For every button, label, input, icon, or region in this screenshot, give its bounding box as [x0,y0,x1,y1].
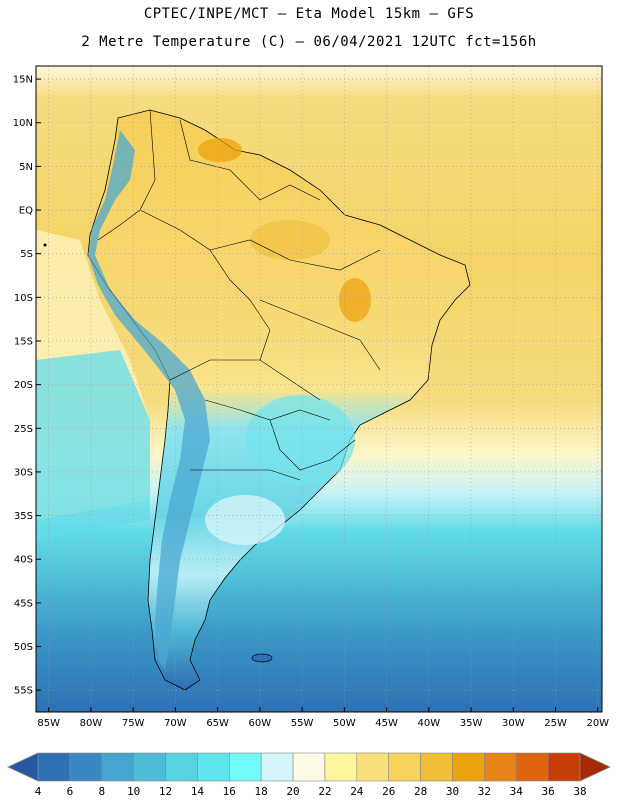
lon-tick-label: 60W [249,718,272,729]
lat-tick-label: 30S [14,467,33,478]
colorbar-cell [356,752,390,782]
colorbar-tick-label: 38 [573,785,586,798]
colorbar-tick-label: 30 [446,785,459,798]
lon-tick-label: 20W [586,718,609,729]
lon-tick-label: 50W [333,718,356,729]
colorbar-cell [197,752,230,782]
colorbar-cell [69,752,103,782]
colorbar-tick-label: 14 [191,785,205,798]
lon-tick-label: 30W [502,718,525,729]
colorbar-tick-label: 8 [98,785,105,798]
colorbar-cell [260,752,294,782]
colorbar-tick-label: 10 [127,785,140,798]
colorbar-tick-label: 4 [35,785,42,798]
colorbar-cell [228,752,262,782]
lat-tick-label: 40S [14,555,33,566]
colorbar-tick-label: 22 [318,785,331,798]
lon-tick-label: 85W [37,718,60,729]
colorbar-cell [388,752,421,782]
lat-tick-label: 5N [19,162,33,173]
lon-tick-label: 35W [460,718,483,729]
colorbar-tick-label: 32 [478,785,491,798]
colorbar-low-arrow [7,752,39,782]
colorbar-tick-label: 16 [223,785,236,798]
lon-tick-label: 70W [164,718,187,729]
colorbar-cell [37,752,71,782]
colorbar-tick-label: 20 [286,785,299,798]
colorbar-cell [452,752,485,782]
lat-tick-label: 20S [14,380,33,391]
colorbar-cell [420,752,453,782]
colorbar-cell [101,752,134,782]
colorbar-cell [165,752,198,782]
country-borders [97,109,381,481]
lon-tick-label: 45W [375,718,398,729]
lat-tick-label: EQ [19,206,33,217]
colorbar-tick-label: 12 [159,785,172,798]
colorbar-tick-label: 26 [382,785,395,798]
lon-tick-label: 65W [206,718,229,729]
lat-tick-label: 25S [14,424,33,435]
lat-tick-label: 10S [14,293,33,304]
lat-tick-label: 10N [13,118,33,129]
lat-tick-label: 15N [13,75,33,86]
colorbar-tick-label: 36 [541,785,554,798]
andes-cold-band [88,130,210,670]
map-frame [35,65,603,713]
lat-tick-label: 15S [14,336,33,347]
lon-tick-label: 40W [418,718,441,729]
colorbar-tick-label: 28 [414,785,427,798]
lon-tick-label: 25W [544,718,567,729]
lon-tick-label: 75W [122,718,145,729]
colorbar-tick-label: 34 [510,785,524,798]
colorbar-cell [515,752,549,782]
falkland-islands [251,653,273,663]
lon-tick-label: 80W [80,718,103,729]
colorbar-cell [547,752,581,782]
colorbar-high-arrow [579,752,611,782]
colorbar-cell [484,752,517,782]
map-subtitle: 2 Metre Temperature (C) – 06/04/2021 12U… [81,34,537,50]
colorbar-cell [292,752,326,782]
colorbar-tick-label: 24 [350,785,364,798]
colorbar-cell [133,752,166,782]
colorbar-tick-label: 18 [255,785,268,798]
lat-tick-label: 50S [14,642,33,653]
colorbar-tick-label: 6 [67,785,74,798]
lon-tick-label: 55W [291,718,314,729]
lat-tick-label: 35S [14,511,33,522]
lat-tick-label: 5S [20,249,33,260]
lat-tick-label: 45S [14,598,33,609]
map-title: CPTEC/INPE/MCT – Eta Model 15km – GFS [143,6,475,22]
colorbar-cell [324,752,358,782]
lat-tick-label: 55S [14,686,33,697]
